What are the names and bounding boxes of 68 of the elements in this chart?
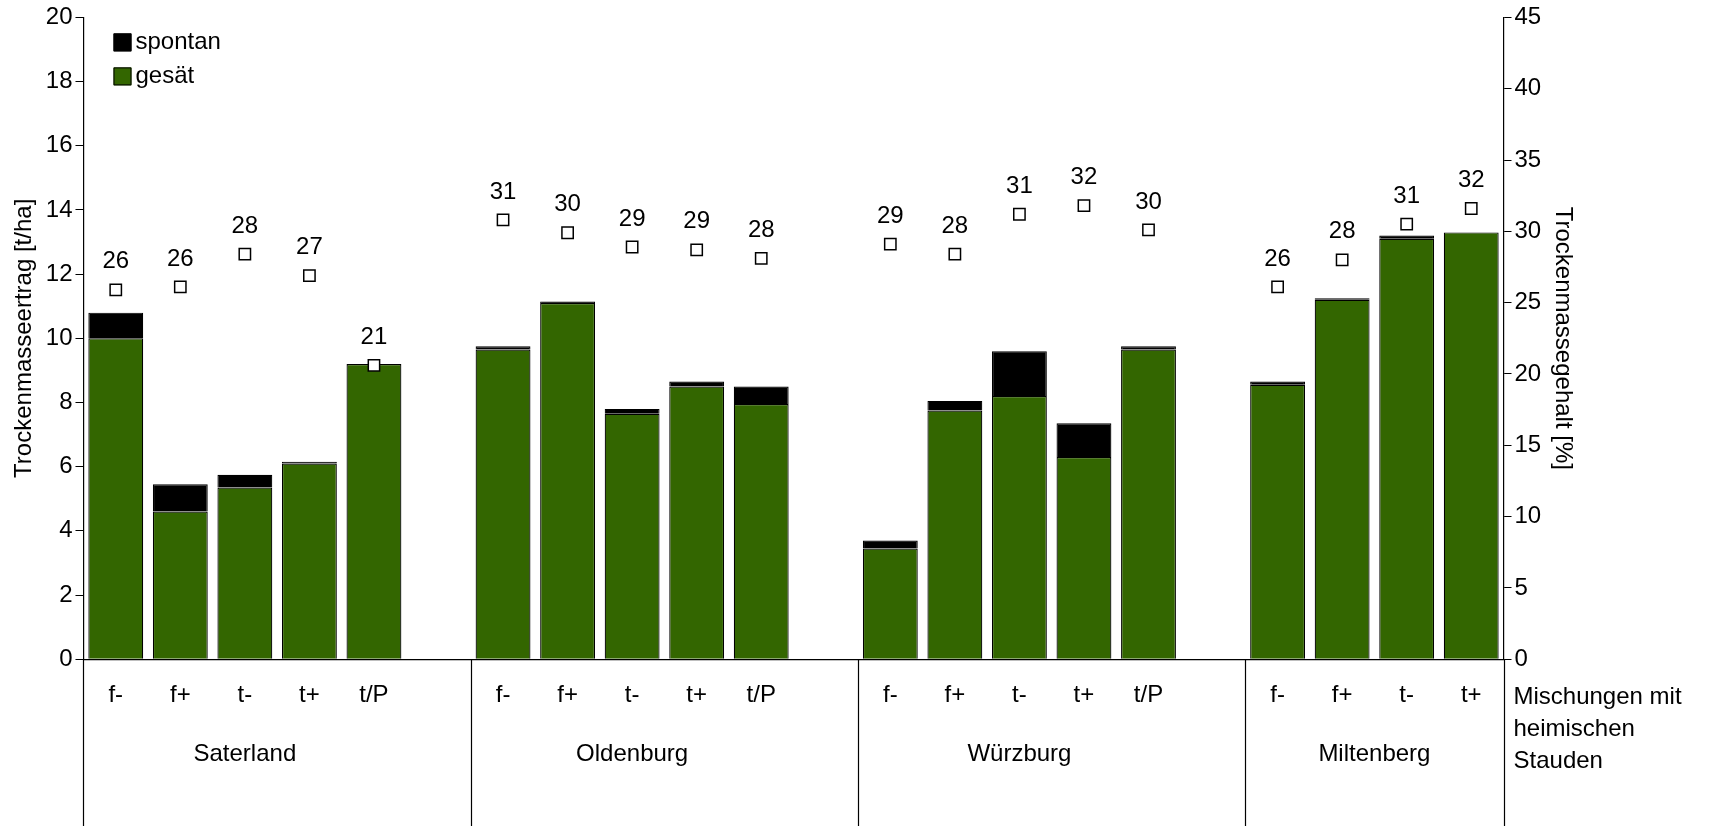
y2-tick-label: 15 — [1514, 429, 1542, 457]
x-tick-label: t+ — [1460, 680, 1482, 708]
x-tick-label: f+ — [1331, 680, 1353, 708]
text: Oldenburg — [576, 738, 689, 766]
y2-tick-label: 10 — [1514, 501, 1542, 529]
data-label: 32 — [1070, 162, 1098, 190]
data-label: 30 — [554, 189, 581, 217]
data-label: 31 — [1393, 180, 1421, 208]
x-tick-label: f- — [495, 680, 511, 708]
x-tick-label: t- — [624, 680, 640, 708]
x-tick-label: t/P — [359, 680, 389, 708]
y2-tick-label: 30 — [1514, 215, 1542, 243]
x-tick-label: t+ — [686, 680, 708, 708]
data-label: 30 — [1135, 186, 1162, 214]
x-tick-label: t+ — [299, 680, 320, 708]
text: Miltenberg — [1318, 738, 1431, 766]
y2-tick-label: 35 — [1514, 144, 1542, 172]
data-label: 29 — [683, 206, 711, 234]
x-tick-label: f+ — [944, 680, 966, 708]
x-tick-label: t+ — [1073, 680, 1095, 708]
x-tick-label: t- — [1012, 680, 1027, 708]
data-label: 26 — [1264, 243, 1291, 271]
data-label: 32 — [1457, 165, 1485, 193]
data-label: 28 — [747, 215, 775, 243]
data-label: 31 — [1006, 170, 1033, 198]
y2-tick-label: 5 — [1514, 572, 1528, 600]
y2-tick-label: 40 — [1514, 73, 1542, 101]
x-tick-label: t- — [237, 680, 253, 708]
text: Saterland — [193, 738, 297, 766]
data-label: 28 — [1328, 216, 1356, 244]
x-tick-label: t/P — [746, 680, 776, 708]
x-tick-label: f- — [1270, 680, 1285, 708]
y-tick-label: 10 — [45, 322, 73, 350]
legend-label: spontan — [135, 27, 221, 55]
data-label: 26 — [166, 243, 194, 271]
y-tick-label: 6 — [59, 451, 73, 479]
data-label: 31 — [489, 176, 517, 204]
y2-axis-title: Trockenmassegehalt [%] — [1550, 206, 1578, 470]
x-tick-label: f+ — [557, 680, 578, 708]
y2-tick-label: 20 — [1514, 358, 1542, 386]
data-label: 28 — [941, 210, 969, 238]
x-tick-label: f+ — [169, 680, 191, 708]
x-axis-title: Mischungen mit heimischen Stauden — [1513, 681, 1682, 773]
y-tick-label: 4 — [59, 515, 73, 543]
y-tick-label: 18 — [45, 66, 73, 94]
data-label: 29 — [876, 200, 904, 228]
x-tick-label: f- — [108, 680, 124, 708]
data-label: 29 — [618, 203, 646, 231]
y-tick-label: 20 — [45, 2, 73, 30]
data-label: 26 — [102, 246, 130, 274]
x-tick-label: t- — [1399, 680, 1415, 708]
x-tick-label: t/P — [1133, 680, 1164, 708]
y-tick-label: 0 — [59, 643, 73, 671]
y2-tick-label: 45 — [1514, 2, 1542, 30]
data-label: 28 — [231, 210, 259, 238]
y-axis-title: Trockenmasseertrag [t/ha] — [9, 198, 37, 478]
y2-tick-label: 0 — [1514, 643, 1528, 671]
data-label: 21 — [360, 322, 388, 350]
y-tick-label: 14 — [45, 194, 73, 222]
text: Würzburg — [967, 738, 1072, 766]
y-tick-label: 2 — [59, 579, 73, 607]
x-tick-label: f- — [882, 680, 898, 708]
y-tick-label: 16 — [45, 130, 73, 158]
y2-tick-label: 25 — [1514, 287, 1542, 315]
data-label: 27 — [296, 232, 323, 260]
y-tick-label: 12 — [45, 258, 73, 286]
legend-label: gesät — [135, 61, 195, 89]
y-tick-label: 8 — [59, 387, 73, 415]
